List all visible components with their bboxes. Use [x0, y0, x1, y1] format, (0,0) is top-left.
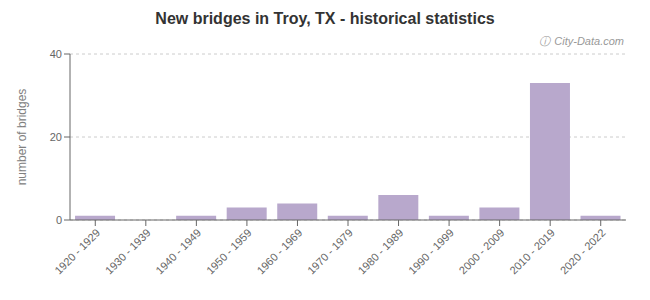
svg-text:0: 0: [56, 214, 62, 226]
html-text:ⓘ City-Data.com: ⓘ City-Data.com: [539, 35, 624, 47]
svg-text:1950 - 1959: 1950 - 1959: [204, 226, 254, 276]
svg-text:2000 - 2009: 2000 - 2009: [457, 226, 507, 276]
svg-text:20: 20: [50, 131, 62, 143]
svg-text:1930 - 1939: 1930 - 1939: [103, 226, 153, 276]
svg-text:1960 - 1969: 1960 - 1969: [254, 226, 304, 276]
svg-text:1980 - 1989: 1980 - 1989: [355, 226, 405, 276]
svg-text:40: 40: [50, 48, 62, 60]
svg-text:1940 - 1949: 1940 - 1949: [153, 226, 203, 276]
html-text:New bridges in Troy, TX - hist: New bridges in Troy, TX - historical sta…: [155, 10, 495, 27]
svg-text:1920 - 1929: 1920 - 1929: [52, 226, 102, 276]
svg-text:1990 - 1999: 1990 - 1999: [406, 226, 456, 276]
svg-text:number of bridges: number of bridges: [15, 89, 29, 186]
svg-text:2010 - 2019: 2010 - 2019: [507, 226, 557, 276]
svg-text:2020 - 2022: 2020 - 2022: [558, 226, 608, 276]
svg-text:1970 - 1979: 1970 - 1979: [305, 226, 355, 276]
